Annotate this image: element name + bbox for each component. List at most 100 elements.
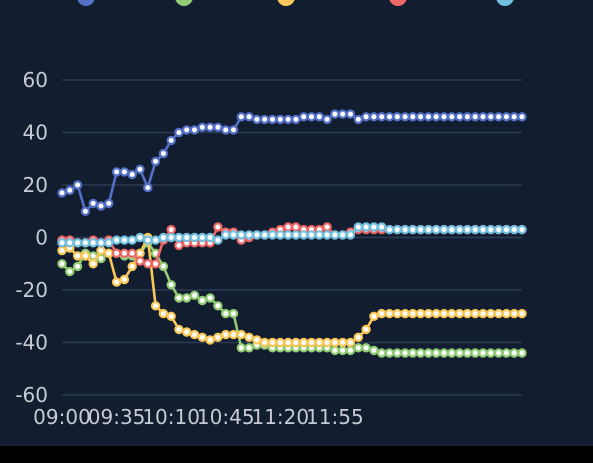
data-point[interactable] [236,329,246,340]
data-point[interactable] [244,112,254,122]
data-point[interactable] [431,112,441,122]
data-point[interactable] [150,156,161,167]
data-point[interactable] [447,224,457,235]
data-point[interactable] [470,348,480,358]
data-point[interactable] [353,114,363,125]
data-point[interactable] [174,293,184,303]
data-point[interactable] [119,235,130,245]
data-point[interactable] [322,222,332,232]
data-point[interactable] [104,238,114,248]
data-point[interactable] [197,332,207,342]
data-point[interactable] [244,230,254,240]
data-point[interactable] [377,222,387,232]
data-point[interactable] [143,259,153,269]
data-point[interactable] [423,112,434,122]
data-point[interactable] [65,266,75,277]
data-point[interactable] [260,114,270,125]
data-point[interactable] [486,348,496,358]
data-point[interactable] [353,332,363,342]
data-point[interactable] [228,125,239,135]
data-point[interactable] [291,114,301,125]
data-point[interactable] [181,232,192,243]
data-point[interactable] [400,308,410,319]
data-point[interactable] [65,185,75,195]
data-point[interactable] [478,112,488,122]
data-point[interactable] [377,348,387,358]
data-point[interactable] [158,148,169,159]
data-point[interactable] [158,261,169,272]
data-point[interactable] [88,259,98,269]
data-point[interactable] [72,180,83,190]
data-point[interactable] [96,245,106,256]
data-point[interactable] [283,114,293,125]
data-point[interactable] [96,238,106,248]
data-point[interactable] [369,222,379,232]
data-point[interactable] [330,337,340,348]
data-point[interactable] [314,230,324,240]
data-point[interactable] [228,329,239,340]
legend-item[interactable] [496,0,514,6]
data-point[interactable] [166,280,176,290]
data-point[interactable] [275,230,285,240]
data-point[interactable] [104,248,114,258]
data-point[interactable] [306,337,317,348]
data-point[interactable] [181,293,192,303]
data-point[interactable] [135,248,145,258]
data-point[interactable] [57,245,67,256]
data-point[interactable] [135,164,145,174]
data-point[interactable] [431,308,441,319]
data-point[interactable] [493,112,504,122]
data-point[interactable] [462,348,473,358]
data-point[interactable] [423,348,434,358]
data-point[interactable] [322,337,332,348]
data-point[interactable] [353,222,363,232]
data-point[interactable] [291,230,301,240]
data-point[interactable] [181,327,192,337]
data-point[interactable] [361,343,371,353]
data-point[interactable] [150,235,161,245]
data-point[interactable] [338,345,348,356]
data-point[interactable] [493,224,504,235]
data-point[interactable] [228,230,239,240]
data-point[interactable] [197,232,207,243]
data-point[interactable] [166,135,176,146]
data-point[interactable] [447,112,457,122]
data-point[interactable] [447,308,457,319]
data-point[interactable] [267,230,278,240]
data-point[interactable] [220,329,231,340]
data-point[interactable] [299,337,309,348]
data-point[interactable] [338,230,348,240]
data-point[interactable] [361,222,371,232]
data-point[interactable] [260,230,270,240]
data-point[interactable] [244,332,254,342]
data-point[interactable] [275,114,285,125]
data-point[interactable] [361,112,371,122]
data-point[interactable] [166,224,176,235]
data-point[interactable] [478,348,488,358]
data-point[interactable] [384,308,395,319]
data-point[interactable] [220,308,231,319]
data-point[interactable] [415,348,426,358]
data-point[interactable] [252,114,262,125]
data-point[interactable] [431,224,441,235]
data-point[interactable] [213,235,223,245]
data-point[interactable] [462,224,473,235]
data-point[interactable] [392,112,402,122]
data-point[interactable] [189,290,200,300]
data-point[interactable] [205,335,215,345]
data-point[interactable] [299,230,309,240]
legend-item[interactable] [389,0,407,6]
data-point[interactable] [252,230,262,240]
data-point[interactable] [345,230,356,240]
data-point[interactable] [119,167,130,177]
data-point[interactable] [408,112,418,122]
data-point[interactable] [88,238,98,248]
data-point[interactable] [236,112,246,122]
data-point[interactable] [509,308,519,319]
data-point[interactable] [197,122,207,133]
data-point[interactable] [291,222,301,232]
data-point[interactable] [135,232,145,243]
data-point[interactable] [361,324,371,335]
data-point[interactable] [260,337,270,348]
data-point[interactable] [439,112,449,122]
